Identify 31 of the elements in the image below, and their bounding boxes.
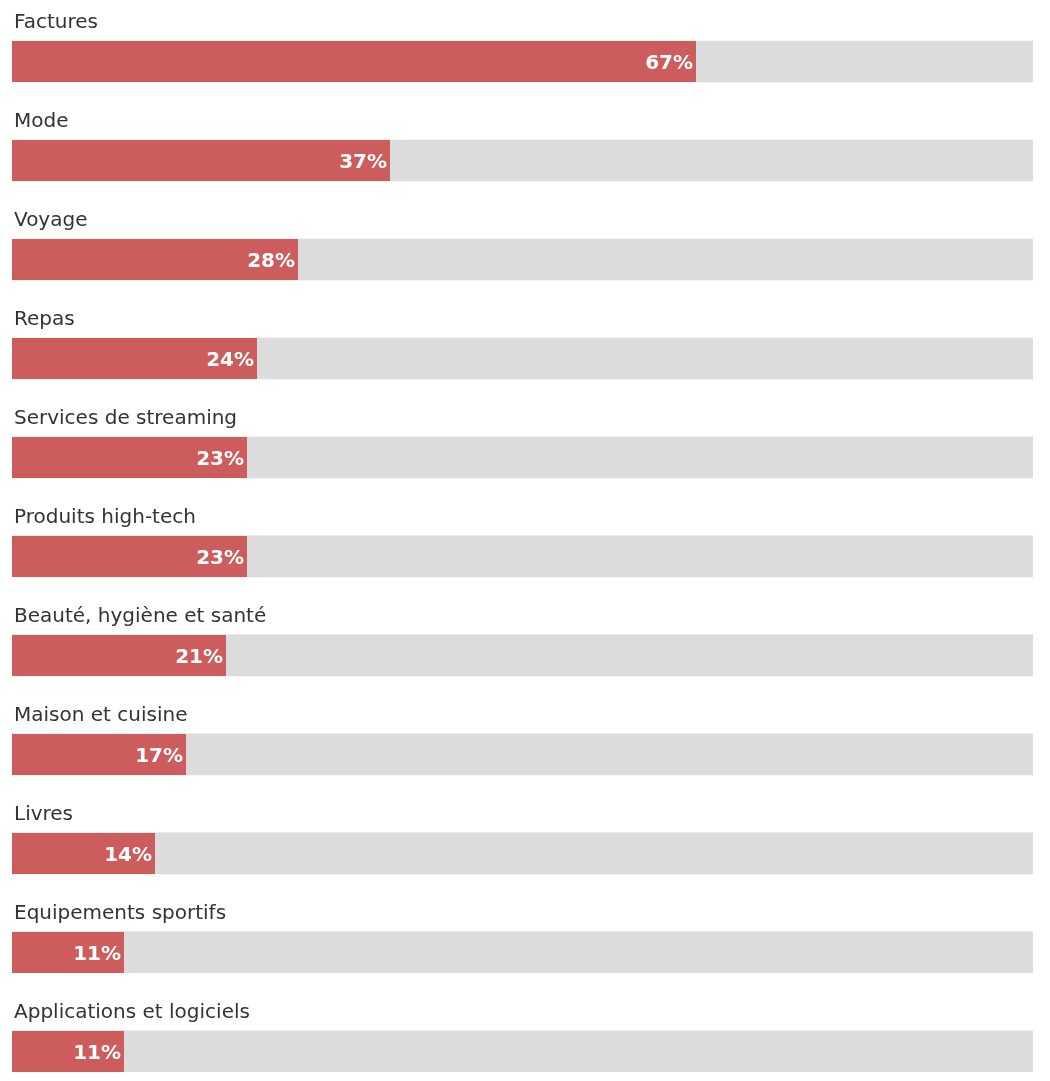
y-tick-label: Produits high-tech (14, 504, 196, 528)
y-tick-label: Equipements sportifs (14, 900, 227, 924)
bar (12, 734, 186, 775)
data-label: 24% (206, 346, 254, 371)
data-label: 17% (135, 742, 183, 767)
bar (12, 833, 155, 874)
y-tick-label: Beauté, hygiène et santé (14, 603, 267, 627)
bar (12, 932, 124, 973)
data-label: 21% (175, 643, 223, 668)
y-tick-label: Repas (14, 306, 75, 330)
y-tick-label: Factures (14, 9, 98, 33)
data-label: 67% (645, 49, 693, 74)
y-tick-label: Services de streaming (14, 405, 238, 429)
data-label: 11% (73, 1039, 121, 1064)
bar (12, 338, 257, 379)
y-tick-label: Livres (14, 801, 74, 825)
y-tick-label: Voyage (14, 207, 88, 231)
data-label: 37% (339, 148, 387, 173)
bar (12, 536, 247, 577)
data-label: 14% (104, 841, 152, 866)
bar (12, 1031, 124, 1072)
y-tick-label: Mode (14, 108, 69, 132)
data-label: 11% (73, 940, 121, 965)
data-label: 23% (196, 445, 244, 470)
data-label: 23% (196, 544, 244, 569)
y-tick-label: Maison et cuisine (14, 702, 188, 726)
bar (12, 239, 298, 280)
data-label: 28% (247, 247, 295, 272)
bar (12, 635, 226, 676)
y-tick-label: Applications et logiciels (14, 999, 250, 1023)
bar (12, 437, 247, 478)
